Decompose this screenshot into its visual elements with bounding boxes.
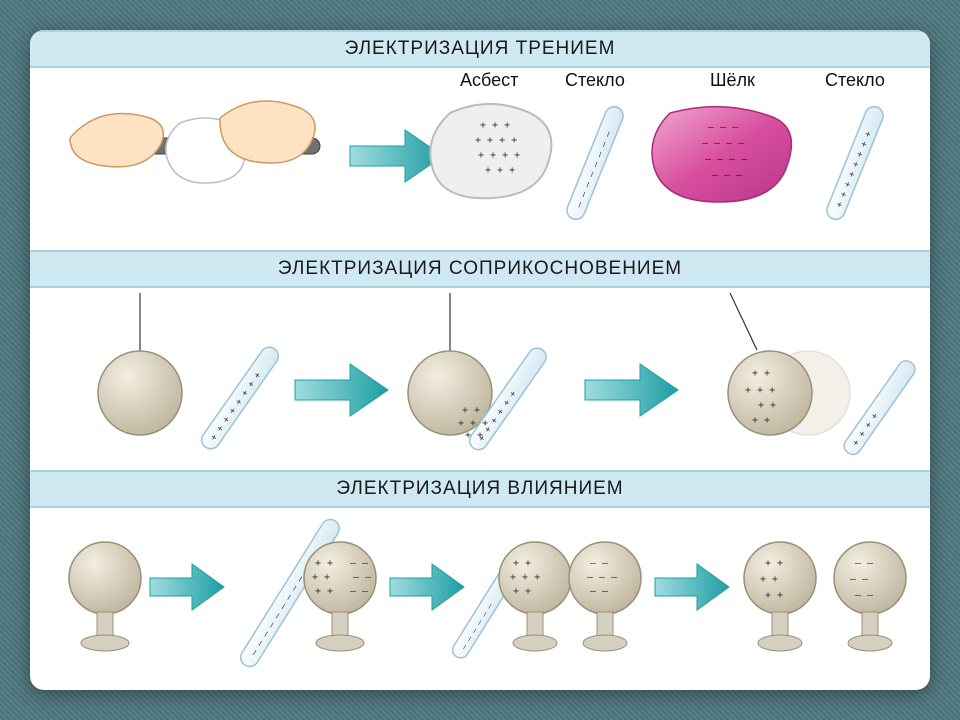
arrow-1: [350, 130, 443, 182]
svg-text:+ +: + +: [315, 586, 333, 597]
row3-svg: – – – – – – – – – – + + + + + + – – – – – –: [30, 508, 930, 683]
label-asbestos: Асбест: [460, 70, 518, 91]
silk-cloth: – – – – – – – – – – – – – –: [652, 107, 791, 202]
svg-text:+ +: + +: [760, 574, 778, 585]
svg-text:– – – –: – – – –: [702, 138, 745, 149]
svg-text:+ + +: + + +: [745, 385, 775, 396]
svg-text:– –: – –: [855, 590, 874, 601]
glass-rod-1: – – – – – – – –: [564, 104, 626, 222]
row2-svg: + + + + + + + + + + + + + + + ++ + ++ +: [30, 288, 930, 463]
svg-text:+ + +: + + +: [480, 120, 510, 131]
stage2-2: + + + + + + + ++ + ++ +: [408, 293, 550, 453]
svg-text:+ + + +: + + + +: [475, 135, 517, 146]
arrow-3b: [390, 564, 464, 610]
arrow-2a: [295, 364, 388, 416]
glass-rod-2: + + + + + + + +: [824, 104, 886, 222]
row-induction: – – – – – – – – – – + + + + + + – – – – – –: [30, 508, 930, 690]
svg-text:+ + +: + + +: [510, 572, 540, 583]
title-induction: ЭЛЕКТРИЗАЦИЯ ВЛИЯНИЕМ: [30, 470, 930, 508]
svg-text:– –: – –: [850, 574, 869, 585]
svg-text:+ +: + +: [765, 558, 783, 569]
svg-text:+ +: + +: [752, 368, 770, 379]
svg-text:+ +: + +: [513, 558, 531, 569]
title-contact: ЭЛЕКТРИЗАЦИЯ СОПРИКОСНОВЕНИЕМ: [30, 250, 930, 288]
svg-text:– –: – –: [353, 572, 372, 583]
svg-text:– – –: – – –: [587, 572, 618, 583]
asbestos-cloth: + + + + + + + + + + + + + +: [430, 104, 551, 198]
stage2-1: + + + + + + + +: [98, 293, 282, 452]
label-glass-1: Стекло: [565, 70, 625, 91]
row-contact: + + + + + + + + + + + + + + + ++ + ++ +: [30, 288, 930, 470]
label-glass-2: Стекло: [825, 70, 885, 91]
svg-text:+ +: + +: [462, 405, 480, 416]
arrow-2b: [585, 364, 678, 416]
label-silk: Шёлк: [710, 70, 755, 91]
svg-text:+ + + + + + + +: + + + + + + + +: [209, 370, 264, 443]
svg-text:+ + + +: + + + +: [478, 150, 520, 161]
stage3-2: + + + + + + – – – – – –: [304, 542, 376, 651]
svg-text:– –: – –: [350, 558, 369, 569]
svg-text:+ +: + +: [465, 430, 483, 441]
svg-text:+ +: + +: [513, 586, 531, 597]
svg-text:– –: – –: [350, 586, 369, 597]
svg-text:+ +: + +: [752, 415, 770, 426]
textured-background: ЭЛЕКТРИЗАЦИЯ ТРЕНИЕМ Асбест Стекло Шёлк …: [0, 0, 960, 720]
stage3-4: + + + + + + – – – – – –: [744, 542, 906, 651]
arrow-3c: [655, 564, 729, 610]
svg-text:– – –: – – –: [712, 170, 743, 181]
svg-text:+ +: + +: [758, 400, 776, 411]
stage3-3: – – – – – – + ++ + ++ + – –– – –– –: [450, 542, 641, 661]
svg-text:– –: – –: [855, 558, 874, 569]
svg-text:– – –: – – –: [708, 122, 739, 133]
svg-text:+ + +: + + +: [485, 165, 515, 176]
svg-text:+ + +: + + +: [458, 418, 488, 429]
content-card: ЭЛЕКТРИЗАЦИЯ ТРЕНИЕМ Асбест Стекло Шёлк …: [30, 30, 930, 690]
svg-text:– –: – –: [590, 558, 609, 569]
svg-text:– – – –: – – – –: [705, 154, 748, 165]
row1-svg: + + + + + + + + + + + + + + – – – – – – – …: [30, 68, 930, 238]
svg-text:+ +: + +: [315, 558, 333, 569]
title-friction: ЭЛЕКТРИЗАЦИЯ ТРЕНИЕМ: [30, 30, 930, 68]
svg-text:+ +: + +: [312, 572, 330, 583]
hands-rubbing-rod: [70, 101, 320, 183]
svg-text:– –: – –: [590, 586, 609, 597]
stage3-1: [69, 542, 141, 651]
svg-text:– – – – – – – – – –: – – – – – – – – – –: [249, 565, 312, 658]
row-friction: Асбест Стекло Шёлк Стекло: [30, 68, 930, 250]
stage2-3: + ++ + + + ++ + + + + +: [728, 293, 918, 458]
svg-text:+ +: + +: [765, 590, 783, 601]
arrow-3a: [150, 564, 224, 610]
